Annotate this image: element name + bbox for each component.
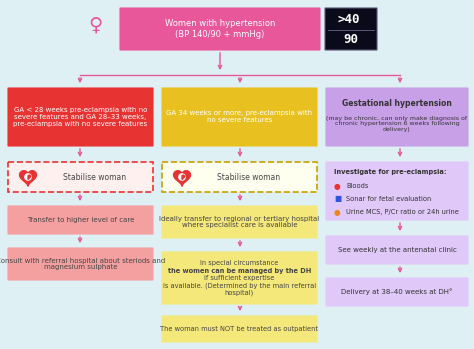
- FancyBboxPatch shape: [326, 88, 468, 146]
- Text: is available. (Determined by the main referral: is available. (Determined by the main re…: [163, 282, 316, 289]
- Text: Urine MCS, P/Cr ratio or 24h urine: Urine MCS, P/Cr ratio or 24h urine: [346, 209, 459, 215]
- FancyBboxPatch shape: [326, 236, 468, 264]
- FancyBboxPatch shape: [162, 252, 317, 304]
- Circle shape: [25, 174, 31, 180]
- Text: >40: >40: [338, 13, 360, 26]
- Text: Transfer to higher level of care: Transfer to higher level of care: [27, 217, 134, 223]
- Polygon shape: [19, 171, 36, 186]
- FancyBboxPatch shape: [8, 88, 153, 146]
- FancyBboxPatch shape: [8, 248, 153, 280]
- FancyBboxPatch shape: [162, 316, 317, 342]
- Text: Women with hypertension
(BP 140/90 + mmHg): Women with hypertension (BP 140/90 + mmH…: [165, 19, 275, 39]
- Text: Ideally transfer to regional or tertiary hospital
where specialist care is avail: Ideally transfer to regional or tertiary…: [159, 215, 319, 229]
- FancyBboxPatch shape: [326, 278, 468, 306]
- FancyBboxPatch shape: [162, 88, 317, 146]
- FancyBboxPatch shape: [120, 8, 320, 50]
- Text: hospital): hospital): [225, 290, 254, 296]
- FancyBboxPatch shape: [162, 162, 317, 192]
- Text: Stabilise woman: Stabilise woman: [217, 172, 280, 181]
- Text: Stabilise woman: Stabilise woman: [63, 172, 126, 181]
- Text: the women can be managed by the DH: the women can be managed by the DH: [168, 267, 311, 274]
- Text: See weekly at the antenatal clinic: See weekly at the antenatal clinic: [337, 247, 456, 253]
- FancyBboxPatch shape: [162, 206, 317, 238]
- Text: GA 34 weeks or more, pre-eclampsia with
no severe features: GA 34 weeks or more, pre-eclampsia with …: [166, 111, 312, 124]
- Text: ■: ■: [334, 194, 341, 203]
- Polygon shape: [28, 175, 30, 179]
- Text: if sufficient expertise: if sufficient expertise: [204, 275, 275, 281]
- Text: Consult with referral hospital about steriods and
magnesium sulphate: Consult with referral hospital about ste…: [0, 258, 165, 270]
- Text: (may be chronic, can only make diagnosis of
chronic hypertension 6 weeks followi: (may be chronic, can only make diagnosis…: [327, 116, 467, 132]
- FancyBboxPatch shape: [8, 206, 153, 234]
- Text: ●: ●: [334, 208, 341, 216]
- FancyBboxPatch shape: [325, 8, 377, 50]
- Text: The woman must NOT be treated as outpatient: The woman must NOT be treated as outpati…: [161, 326, 319, 332]
- FancyBboxPatch shape: [326, 162, 468, 220]
- Text: Bloods: Bloods: [346, 183, 368, 189]
- Circle shape: [179, 174, 185, 180]
- Text: In special circumstance: In special circumstance: [201, 260, 279, 266]
- Text: Sonar for fetal evaluation: Sonar for fetal evaluation: [346, 196, 431, 202]
- Text: 90: 90: [344, 33, 358, 46]
- Polygon shape: [182, 175, 184, 179]
- Text: Gestational hypertension: Gestational hypertension: [342, 99, 452, 109]
- Text: ♀: ♀: [88, 15, 102, 35]
- Text: Investigate for pre-eclampsia:: Investigate for pre-eclampsia:: [334, 169, 447, 175]
- Text: Delivery at 38–40 weeks at DH°: Delivery at 38–40 weeks at DH°: [341, 289, 453, 295]
- Text: GA < 28 weeks pre-eclampsia with no
severe features and GA 28–33 weeks,
pre-ecla: GA < 28 weeks pre-eclampsia with no seve…: [13, 107, 147, 127]
- Polygon shape: [173, 171, 191, 186]
- FancyBboxPatch shape: [8, 162, 153, 192]
- Text: ●: ●: [334, 181, 341, 191]
